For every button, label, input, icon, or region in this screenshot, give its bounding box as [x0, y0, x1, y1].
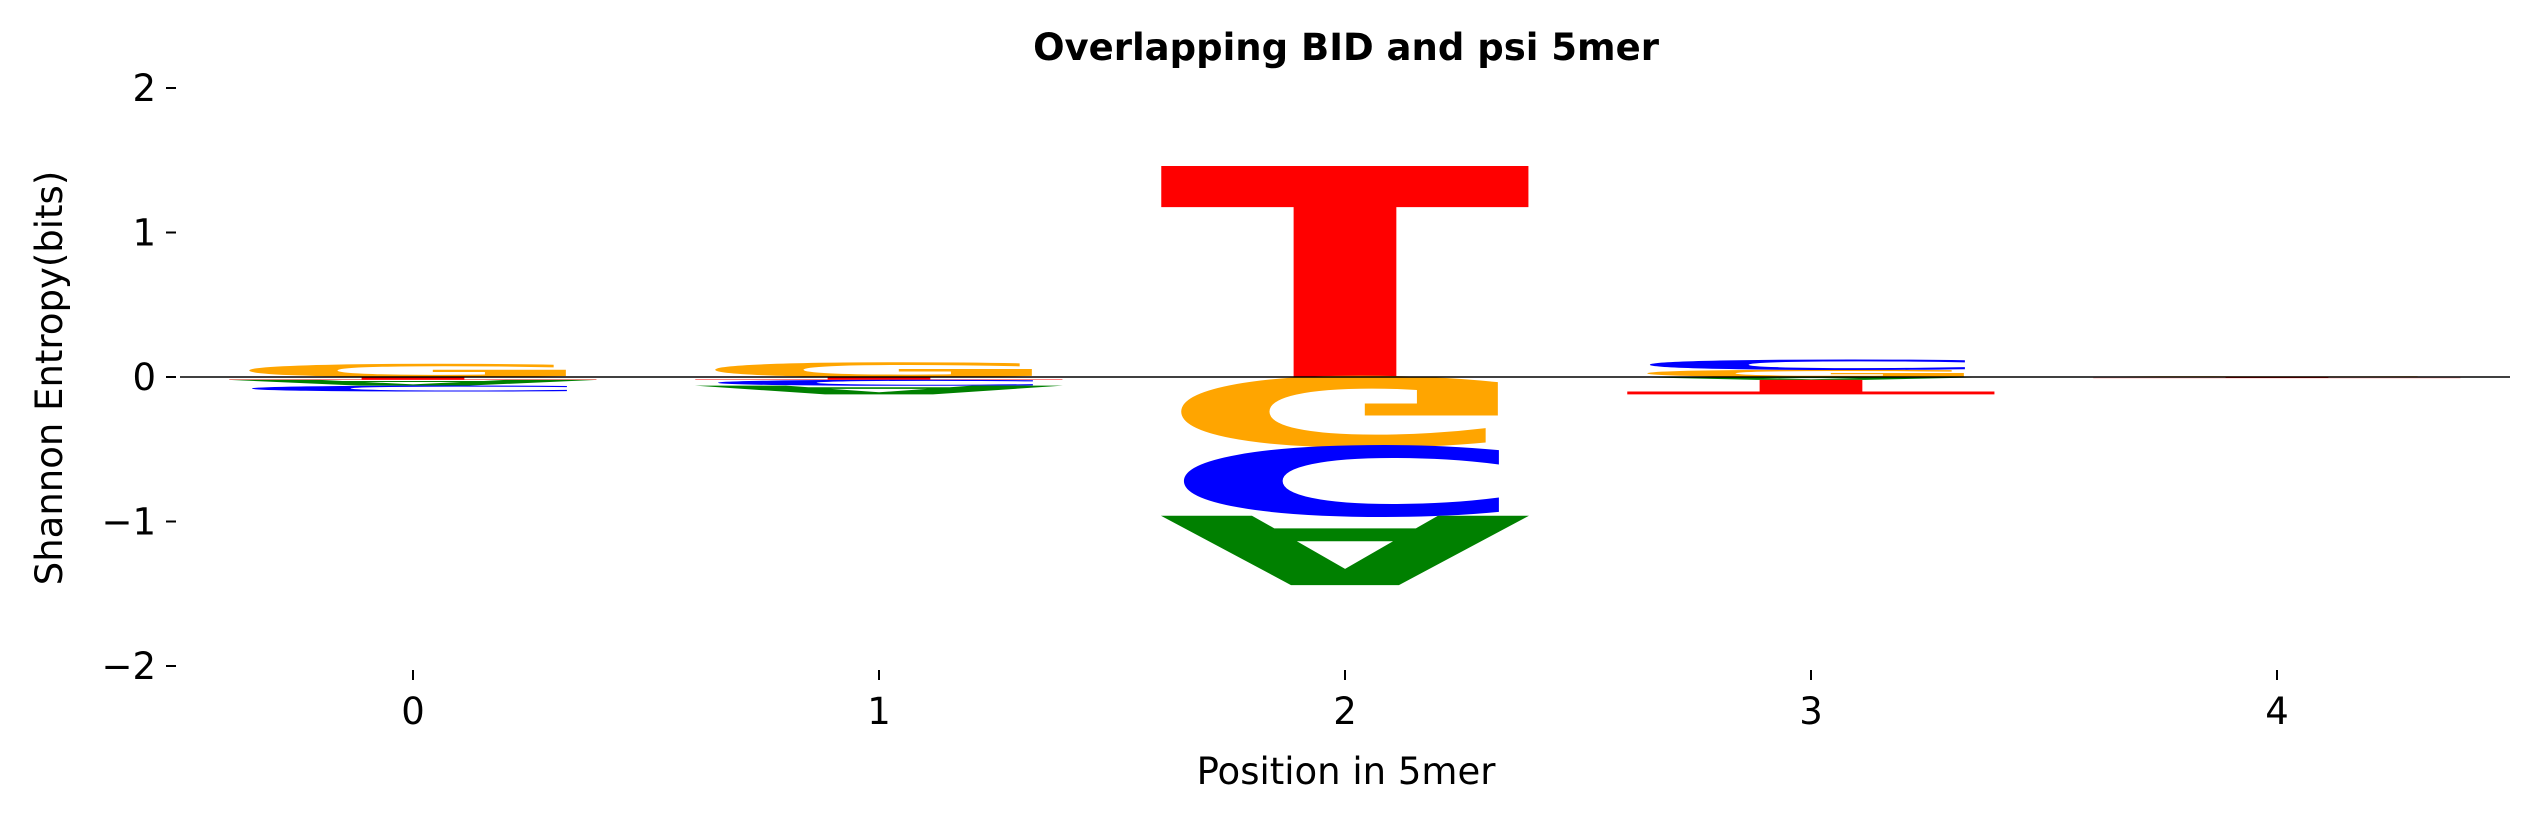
x-axis-label: Position in 5mer [1197, 750, 1497, 793]
y-tick-label: 2 [132, 67, 156, 110]
logo-letter-C: C [693, 378, 1066, 387]
logo-letter-T: T [227, 376, 603, 381]
logo-letters: GTACGTCATGCAGCATGT [227, 109, 2467, 604]
x-tick-label: 3 [1799, 690, 1823, 733]
logo-letter-A: A [227, 378, 603, 387]
logo-letter-G: G [1159, 354, 1532, 465]
logo-letter-G: G [693, 359, 1066, 382]
logo-letter-G: G [227, 360, 600, 381]
x-tick-label: 4 [2265, 690, 2289, 733]
y-axis: 2 1 0 −1 −2 [101, 67, 176, 688]
x-tick-label: 1 [867, 690, 891, 733]
y-tick-label: 0 [132, 356, 156, 399]
logo-letter-A: A [693, 383, 1069, 397]
logo-letter-A: A [1159, 493, 1535, 604]
logo-letter-T: T [1625, 375, 2001, 398]
logo-letter-G: G [1625, 368, 1998, 380]
y-tick-label: −2 [101, 645, 156, 688]
logo-letter-C: C [1625, 357, 1998, 373]
logo-letter-A: A [1625, 376, 2001, 381]
x-axis: 0 1 2 3 4 [401, 670, 2289, 733]
logo-letter-C: C [227, 384, 600, 393]
y-tick-label: −1 [101, 501, 156, 544]
chart-title: Overlapping BID and psi 5mer [1033, 26, 1660, 69]
y-axis-label: Shannon Entropy(bits) [28, 171, 71, 586]
logo-letter-T: T [693, 376, 1069, 381]
x-tick-label: 2 [1333, 690, 1357, 733]
logo-letter-C: C [1159, 424, 1532, 535]
x-tick-label: 0 [401, 690, 425, 733]
y-tick-label: 1 [132, 212, 156, 255]
logo-letter-T: T [1159, 109, 1535, 446]
